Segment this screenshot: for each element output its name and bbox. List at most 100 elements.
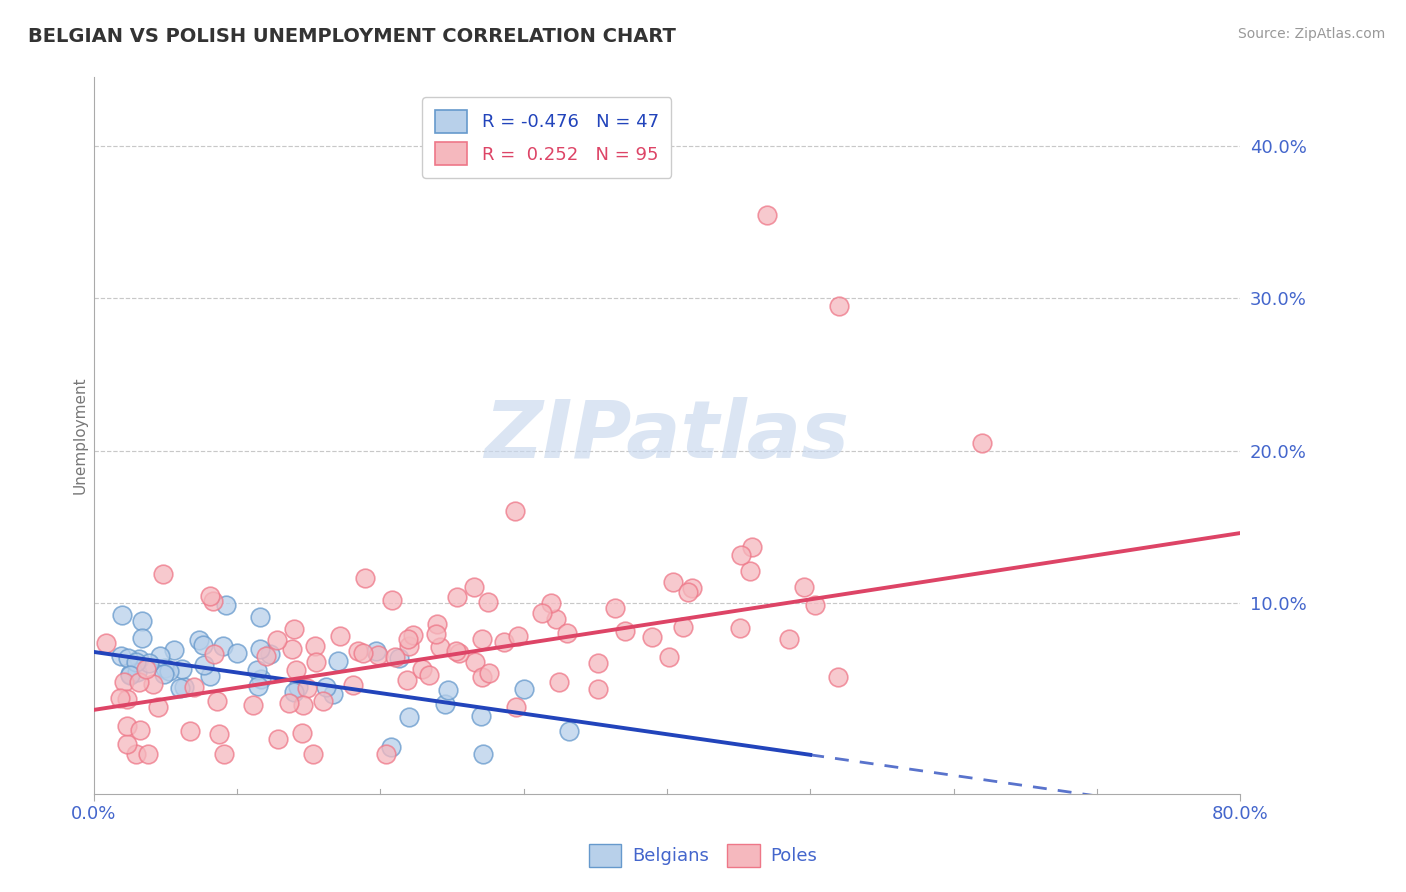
Point bbox=[681, 581, 703, 595]
Point bbox=[138, 657, 160, 671]
Point bbox=[444, 644, 467, 658]
Point bbox=[381, 592, 404, 607]
Point bbox=[375, 747, 398, 761]
Point bbox=[281, 642, 304, 657]
Point bbox=[128, 652, 150, 666]
Point bbox=[463, 580, 485, 594]
Point bbox=[328, 654, 350, 668]
Point bbox=[395, 673, 418, 687]
Point bbox=[366, 644, 388, 658]
Point bbox=[304, 639, 326, 653]
Point bbox=[505, 700, 527, 714]
Point bbox=[246, 663, 269, 677]
Point bbox=[242, 698, 264, 712]
Point bbox=[418, 668, 440, 682]
Point bbox=[291, 726, 314, 740]
Point bbox=[741, 540, 763, 554]
Point bbox=[396, 632, 419, 646]
Point bbox=[641, 631, 664, 645]
Point bbox=[586, 682, 609, 697]
Point bbox=[380, 740, 402, 755]
Point bbox=[471, 747, 494, 761]
Point bbox=[148, 700, 170, 714]
Point bbox=[433, 697, 456, 711]
Point bbox=[202, 594, 225, 608]
Point bbox=[828, 299, 851, 313]
Point bbox=[117, 651, 139, 665]
Point bbox=[125, 665, 148, 679]
Point bbox=[508, 629, 530, 643]
Point bbox=[588, 656, 610, 670]
Legend: R = -0.476   N = 47, R =  0.252   N = 95: R = -0.476 N = 47, R = 0.252 N = 95 bbox=[422, 97, 671, 178]
Point bbox=[547, 675, 569, 690]
Point bbox=[464, 656, 486, 670]
Point bbox=[291, 698, 314, 712]
Point bbox=[388, 651, 411, 665]
Point bbox=[135, 662, 157, 676]
Point bbox=[555, 625, 578, 640]
Point bbox=[163, 643, 186, 657]
Point bbox=[142, 677, 165, 691]
Point bbox=[207, 727, 229, 741]
Point bbox=[793, 580, 815, 594]
Point bbox=[129, 723, 152, 737]
Point bbox=[603, 601, 626, 615]
Point bbox=[249, 672, 271, 686]
Point bbox=[125, 747, 148, 761]
Point bbox=[730, 548, 752, 562]
Point bbox=[540, 596, 562, 610]
Point bbox=[170, 662, 193, 676]
Text: Source: ZipAtlas.com: Source: ZipAtlas.com bbox=[1237, 27, 1385, 41]
Point bbox=[614, 624, 637, 638]
Point bbox=[384, 650, 406, 665]
Point bbox=[285, 663, 308, 677]
Point bbox=[295, 681, 318, 696]
Point bbox=[212, 747, 235, 761]
Point bbox=[478, 665, 501, 680]
Point bbox=[477, 595, 499, 609]
Point bbox=[398, 710, 420, 724]
Point bbox=[302, 747, 325, 761]
Point bbox=[315, 680, 337, 694]
Point bbox=[827, 670, 849, 684]
Point bbox=[131, 632, 153, 646]
Point bbox=[247, 679, 270, 693]
Point bbox=[429, 640, 451, 654]
Point bbox=[778, 632, 800, 647]
Point bbox=[115, 719, 138, 733]
Point bbox=[249, 609, 271, 624]
Point bbox=[494, 634, 516, 648]
Point bbox=[259, 647, 281, 661]
Point bbox=[110, 648, 132, 663]
Point bbox=[226, 646, 249, 660]
Point bbox=[446, 590, 468, 604]
Point bbox=[471, 669, 494, 683]
Point bbox=[411, 662, 433, 676]
Point bbox=[283, 622, 305, 636]
Point bbox=[728, 622, 751, 636]
Point bbox=[215, 598, 238, 612]
Point bbox=[544, 612, 567, 626]
Point bbox=[267, 731, 290, 746]
Point bbox=[312, 694, 335, 708]
Point bbox=[112, 674, 135, 689]
Point bbox=[505, 504, 527, 518]
Point bbox=[202, 647, 225, 661]
Point bbox=[531, 606, 554, 620]
Point bbox=[249, 642, 271, 657]
Point bbox=[118, 668, 141, 682]
Point bbox=[198, 669, 221, 683]
Point bbox=[183, 680, 205, 694]
Point bbox=[152, 567, 174, 582]
Point bbox=[425, 627, 447, 641]
Point bbox=[513, 682, 536, 697]
Point bbox=[305, 655, 328, 669]
Point bbox=[254, 648, 277, 663]
Point bbox=[658, 649, 681, 664]
Point bbox=[322, 687, 344, 701]
Point bbox=[756, 208, 779, 222]
Point bbox=[205, 694, 228, 708]
Point bbox=[283, 685, 305, 699]
Point bbox=[155, 661, 177, 675]
Point bbox=[211, 639, 233, 653]
